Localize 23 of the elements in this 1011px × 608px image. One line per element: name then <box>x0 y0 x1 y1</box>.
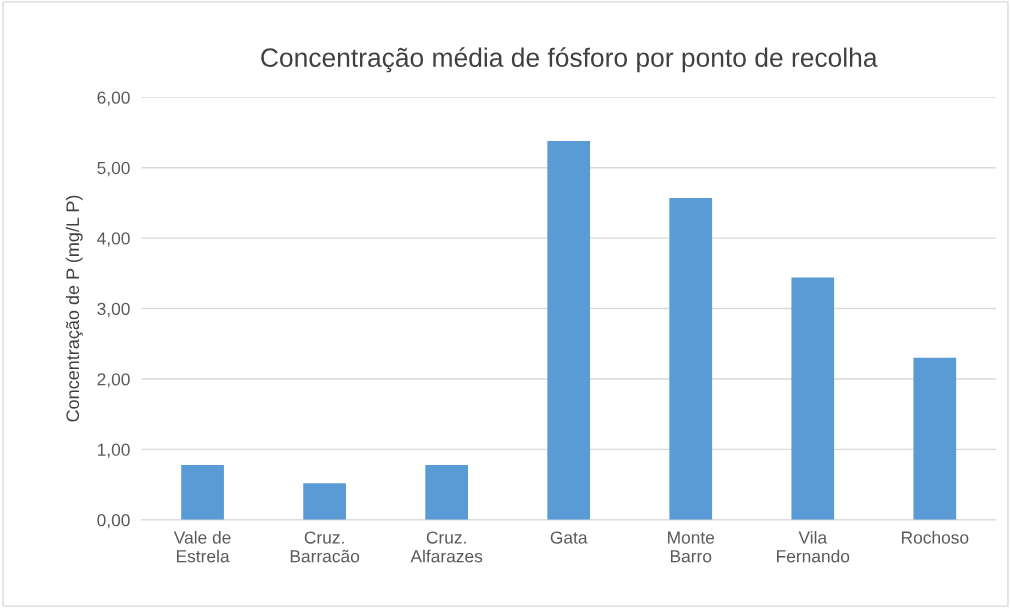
x-tick-label: Gata <box>550 531 588 544</box>
bar <box>791 277 835 520</box>
bar <box>181 464 224 520</box>
chart-title: Concentração média de fósforo por ponto de recolha <box>261 47 878 73</box>
bar <box>303 483 346 520</box>
y-tick-label: 6,00 <box>97 91 130 106</box>
bar <box>669 197 713 520</box>
y-axis-title: Concentração de P (mg/L P) <box>65 195 83 422</box>
x-tick-label: Cruz. Alfarazes <box>410 531 483 563</box>
y-tick-label: 0,00 <box>97 514 130 529</box>
y-tick-label: 2,00 <box>97 373 130 388</box>
x-tick-label: Monte Barro <box>668 531 715 563</box>
bar <box>425 464 468 520</box>
y-tick-label: 1,00 <box>97 443 130 458</box>
x-tick-label: Vale de Estrela <box>173 530 231 563</box>
y-tick-label: 4,00 <box>97 232 130 247</box>
x-tick-label: Vila Fernando <box>777 530 850 563</box>
x-tick-label: Rochoso <box>901 530 969 544</box>
x-tick-label: Cruz. Barracão <box>290 531 360 563</box>
y-tick-label: 3,00 <box>97 302 130 318</box>
bar <box>547 140 591 520</box>
bar <box>913 357 957 520</box>
y-tick-label: 5,00 <box>97 161 130 177</box>
